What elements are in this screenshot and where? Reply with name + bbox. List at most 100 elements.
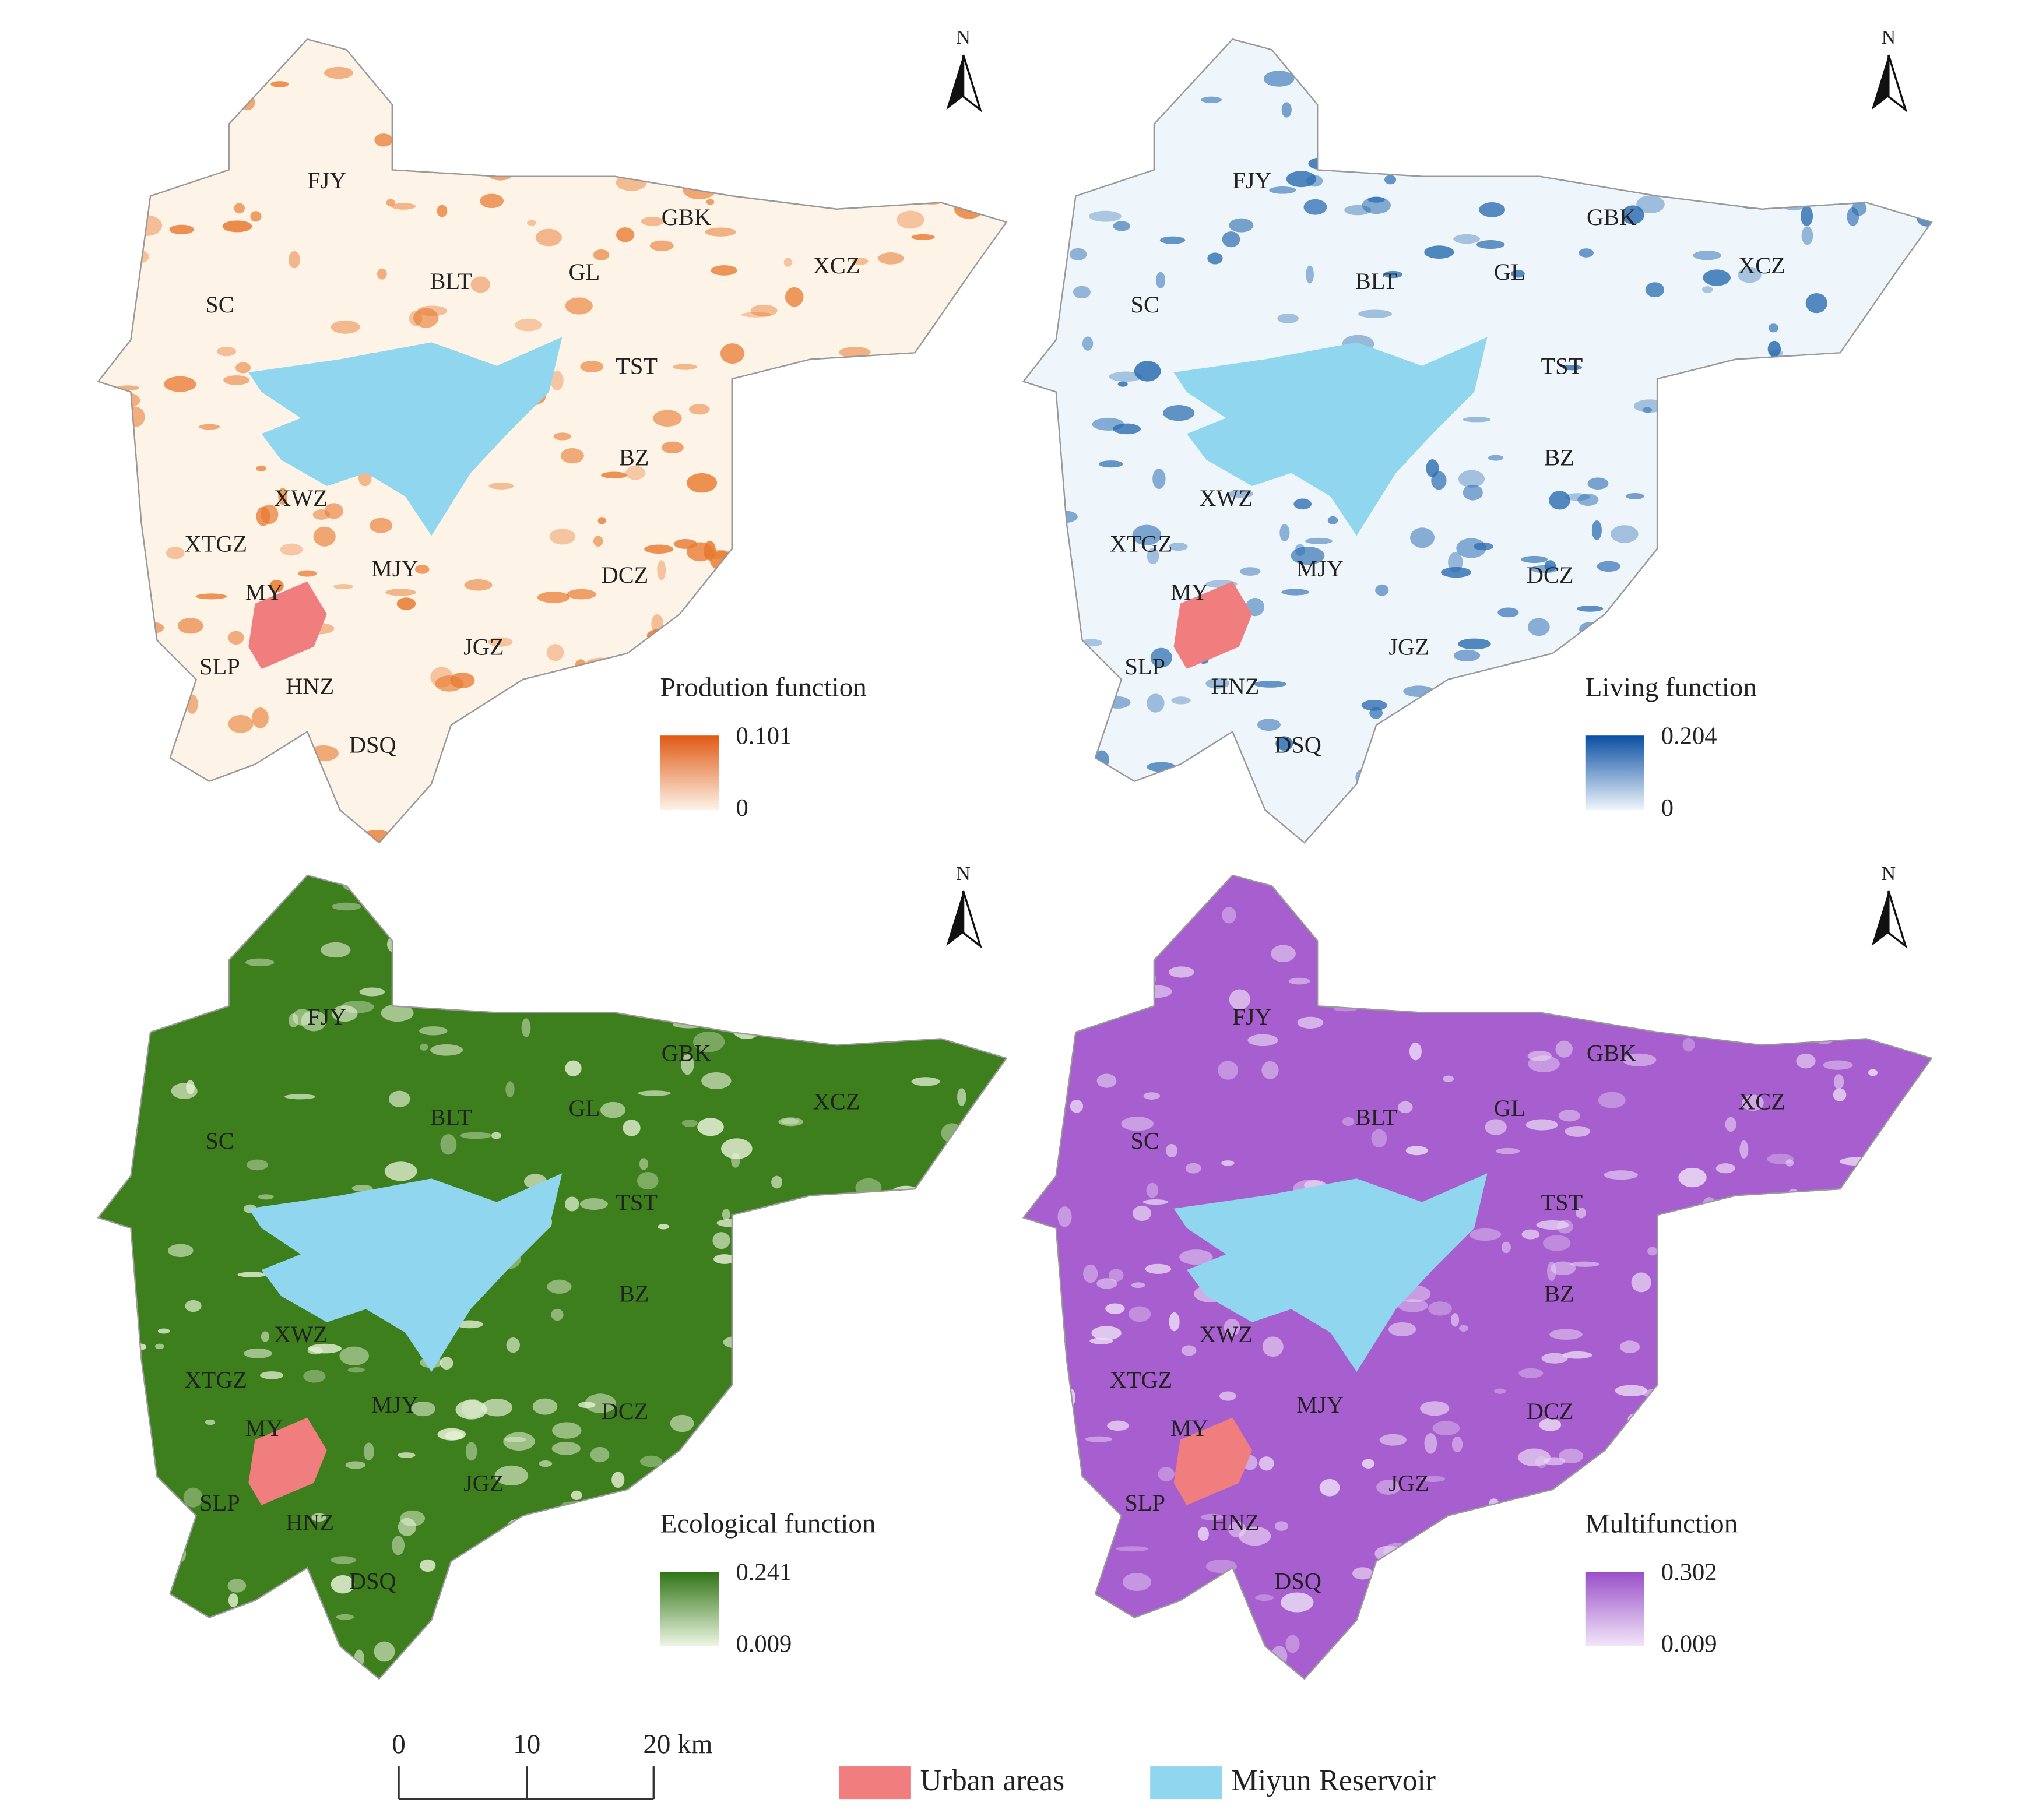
texture-spot [1826, 1418, 1859, 1431]
texture-spot [1424, 245, 1454, 259]
texture-spot [448, 1597, 470, 1606]
texture-spot [1843, 145, 1860, 151]
urban-area [1173, 581, 1253, 669]
texture-spot [550, 371, 564, 390]
texture-spot [1271, 945, 1296, 963]
texture-spot [1708, 616, 1729, 622]
texture-spot [1461, 43, 1490, 50]
texture-spot [100, 212, 121, 233]
texture-spot [1258, 1456, 1274, 1471]
texture-spot [551, 1441, 581, 1455]
texture-spot [1117, 381, 1128, 387]
texture-spot [601, 471, 628, 479]
texture-spot [1796, 1053, 1816, 1069]
texture-spot [1621, 205, 1644, 224]
texture-spot [1221, 1160, 1235, 1166]
texture-spot [1897, 1031, 1915, 1044]
texture-spot [711, 265, 737, 276]
texture-spot [1908, 304, 1921, 317]
texture-spot [903, 795, 923, 814]
texture-spot [547, 1279, 572, 1294]
texture-spot [1479, 1612, 1493, 1621]
texture-spot [798, 1629, 826, 1639]
texture-spot [1105, 1303, 1125, 1314]
texture-spot [310, 1608, 319, 1618]
texture-spot [1384, 175, 1397, 185]
texture-spot [1900, 404, 1915, 423]
texture-spot [1626, 492, 1644, 500]
texture-spot [506, 1337, 520, 1353]
texture-spot [1759, 688, 1789, 700]
texture-spot [1690, 509, 1718, 520]
texture-spot [1374, 938, 1408, 953]
texture-spot [124, 39, 154, 50]
texture-spot [750, 304, 778, 317]
texture-spot [776, 1473, 789, 1487]
north-arrow [1871, 890, 1889, 946]
texture-spot [1634, 1407, 1660, 1421]
texture-spot [1798, 1212, 1808, 1220]
texture-spot [1281, 1592, 1314, 1613]
texture-spot [783, 258, 792, 267]
north-arrow [962, 890, 982, 949]
texture-spot [786, 875, 820, 880]
texture-spot [1108, 1269, 1124, 1282]
texture-spot [863, 189, 890, 198]
texture-spot [1613, 919, 1630, 938]
region-fill [97, 874, 1008, 1680]
texture-spot [973, 1625, 1007, 1638]
town-label: FJY [307, 1004, 346, 1030]
town-label: SLP [199, 1490, 240, 1516]
texture-spot [1168, 966, 1194, 978]
texture-spot [1906, 1569, 1932, 1588]
texture-spot [1104, 139, 1138, 146]
texture-spot [1737, 918, 1748, 925]
texture-spot [553, 432, 572, 441]
texture-spot [616, 227, 635, 242]
texture-spot [1777, 522, 1811, 529]
texture-spot [1887, 327, 1901, 340]
texture-spot [459, 153, 469, 174]
town-label: HNZ [1211, 1509, 1259, 1536]
texture-spot [1163, 405, 1195, 421]
texture-spot [1096, 1073, 1117, 1088]
texture-spot [1559, 1448, 1584, 1464]
texture-spot [437, 205, 448, 217]
texture-spot [1323, 1651, 1357, 1668]
texture-spot [1494, 1388, 1506, 1394]
texture-spot [1428, 1301, 1452, 1316]
reservoir [248, 337, 563, 536]
town-label: GBK [1587, 1040, 1636, 1066]
texture-spot [1925, 837, 1932, 843]
texture-spot [1541, 1353, 1568, 1364]
texture-spot [1802, 1357, 1815, 1371]
texture-spot [392, 1536, 405, 1555]
texture-spot [1243, 1675, 1277, 1679]
texture-spot [877, 1501, 907, 1515]
texture-spot [686, 630, 716, 642]
texture-spot [154, 1343, 164, 1350]
texture-spot [1734, 1327, 1762, 1341]
texture-spot [1511, 269, 1525, 278]
texture-spot [1169, 1312, 1180, 1332]
texture-spot [1218, 1061, 1239, 1080]
texture-spot [258, 1194, 274, 1200]
texture-spot [662, 441, 684, 454]
texture-spot [250, 211, 262, 222]
texture-spot [1554, 1673, 1573, 1679]
texture-spot [722, 1209, 730, 1220]
texture-spot [946, 1382, 959, 1392]
texture-spot [1755, 377, 1764, 396]
texture-spot [1748, 1434, 1765, 1455]
texture-spot [735, 1499, 765, 1508]
texture-spot [1800, 206, 1813, 227]
texture-spot [440, 1357, 453, 1370]
texture-spot [256, 466, 267, 471]
texture-spot [1562, 365, 1583, 371]
texture-spot [388, 1090, 410, 1107]
texture-spot [1239, 1526, 1271, 1546]
texture-spot [359, 987, 385, 997]
texture-spot [906, 1551, 923, 1560]
region-fill [1022, 38, 1933, 844]
texture-spot [1766, 402, 1800, 413]
